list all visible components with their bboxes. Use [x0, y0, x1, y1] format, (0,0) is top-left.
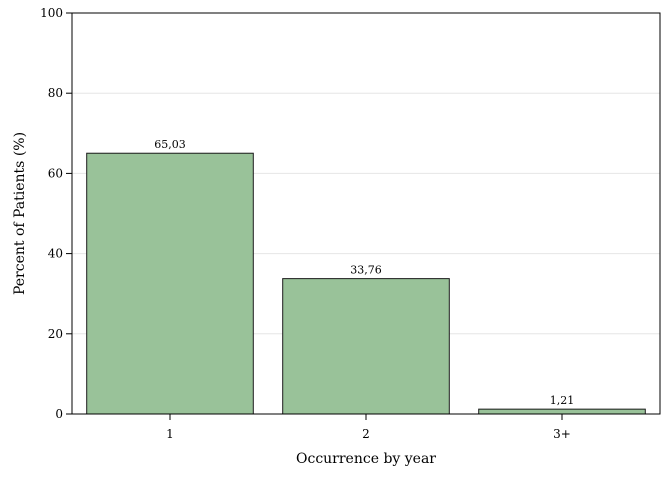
bar-3+	[478, 408, 646, 415]
y-tick-label: 80	[48, 86, 63, 100]
y-tick-label: 40	[48, 247, 63, 261]
y-tick-label: 0	[55, 407, 63, 421]
x-tick-label: 2	[362, 427, 370, 441]
x-tick-label: 1	[166, 427, 174, 441]
data-label: 65,03	[154, 138, 186, 151]
y-tick-label: 20	[48, 327, 63, 341]
x-tick-label: 3+	[553, 427, 571, 441]
data-label: 33,76	[350, 264, 382, 277]
y-tick-label: 100	[40, 6, 63, 20]
data-labels: 65,03 33,76 1,21	[154, 138, 574, 407]
x-axis-title: Occurrence by year	[296, 451, 436, 467]
bars	[86, 152, 646, 415]
x-axis: 1 2 3+	[166, 414, 571, 441]
bar-1	[86, 152, 254, 415]
y-tick-label: 60	[48, 166, 63, 180]
y-axis-title: Percent of Patients (%)	[12, 132, 28, 295]
bar-2	[282, 278, 450, 415]
data-label: 1,21	[550, 394, 575, 407]
y-axis: 0 20 40 60 80 100	[40, 6, 72, 421]
